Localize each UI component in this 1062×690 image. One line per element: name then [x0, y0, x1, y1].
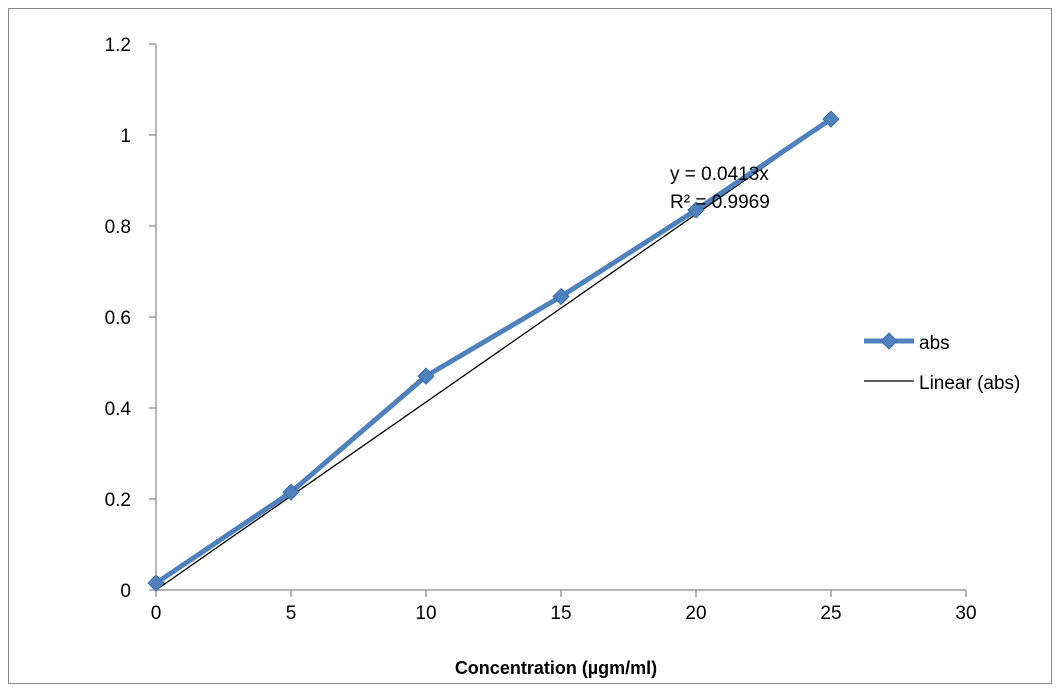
x-tick-label: 30	[955, 603, 976, 624]
x-tick-label: 15	[550, 603, 571, 624]
x-tick-label: 5	[286, 603, 297, 624]
x-tick-label: 10	[415, 603, 436, 624]
data-point-marker	[282, 483, 300, 501]
data-point-marker	[417, 367, 435, 385]
legend-abs-label: abs	[919, 333, 950, 354]
series-abs	[147, 110, 840, 592]
trendline-r-squared: R² = 0.9969	[670, 192, 770, 213]
x-tick-label: 25	[820, 603, 841, 624]
y-tick-label: 0.8	[105, 217, 131, 238]
y-tick-label: 0.4	[105, 399, 132, 420]
trendline-equation: y = 0.0413x	[670, 164, 769, 185]
data-point-marker	[147, 574, 165, 592]
trendline-line	[155, 119, 832, 591]
y-ticks: 0 0.2 0.4 0.6 0.8 1 1.2	[105, 35, 156, 602]
y-tick-label: 1.2	[105, 35, 131, 56]
data-point-marker	[822, 110, 840, 128]
y-tick-label: 0.2	[105, 490, 131, 511]
x-ticks: 0 5 10 15 20 25 30	[151, 590, 977, 624]
y-tick-label: 0	[120, 581, 131, 602]
x-axis-title: Concentration (µgm/ml)	[455, 658, 657, 678]
series-line-abs	[153, 116, 834, 586]
legend-abs-swatch-marker	[880, 332, 898, 350]
data-point-marker	[552, 287, 570, 306]
data-point-marker	[687, 201, 705, 219]
legend: abs Linear (abs)	[864, 332, 1020, 394]
axes	[155, 44, 966, 591]
legend-linear-label: Linear (abs)	[919, 373, 1020, 394]
trendline-annotation: y = 0.0413x R² = 0.9969	[670, 164, 770, 213]
y-tick-label: 1	[120, 126, 131, 147]
x-tick-label: 0	[151, 603, 162, 624]
x-tick-label: 20	[685, 603, 706, 624]
trendline	[155, 119, 832, 591]
y-tick-label: 0.6	[105, 308, 131, 329]
